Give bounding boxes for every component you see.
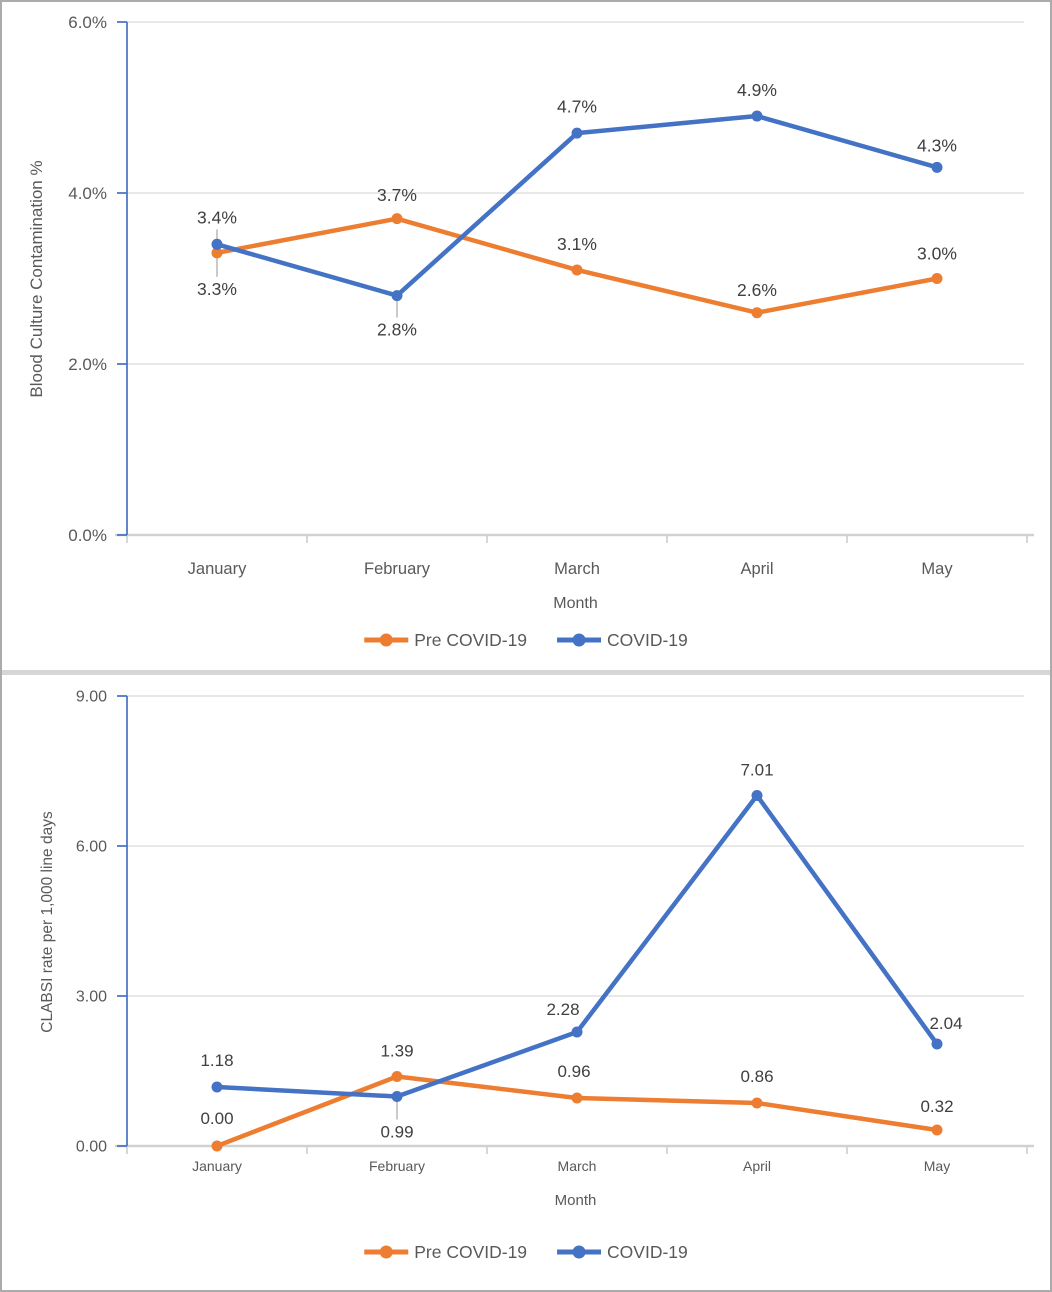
series-line-pre-covid-19 [214, 1074, 940, 1149]
panel-divider [2, 670, 1050, 675]
data-label-pre-covid-19-february: 3.7% [377, 185, 417, 205]
data-point-pre-covid-19-april [751, 1097, 763, 1109]
y-tick-label: 2.0% [68, 355, 107, 374]
legend-label: COVID-19 [607, 630, 688, 650]
x-tick-label: May [924, 1158, 950, 1174]
x-axis-title: Month [555, 1192, 597, 1209]
data-point-pre-covid-19-january [211, 1140, 223, 1152]
y-tick-label: 4.0% [68, 184, 107, 203]
data-point-covid-19-april [751, 790, 763, 801]
data-label-covid-19-march: 2.28 [546, 1000, 579, 1019]
data-point-pre-covid-19-march [571, 1092, 583, 1104]
data-point-covid-19-march [571, 127, 583, 139]
x-tick-label: March [554, 560, 600, 578]
data-label-pre-covid-19-january: 0.00 [200, 1109, 233, 1128]
data-label-covid-19-january: 3.4% [197, 207, 237, 227]
data-point-pre-covid-19-may [931, 273, 943, 284]
x-tick-label: April [740, 560, 773, 578]
data-point-pre-covid-19-may [931, 1124, 943, 1136]
data-label-covid-19-april: 7.01 [740, 760, 773, 779]
data-point-covid-19-january [211, 1081, 223, 1093]
data-point-covid-19-february [391, 290, 403, 302]
x-tick-label: May [921, 560, 953, 578]
data-point-covid-19-february [391, 1091, 403, 1102]
y-tick-label: 6.0% [68, 13, 107, 32]
legend: Pre COVID-19 COVID-19 [364, 1242, 688, 1262]
blood-culture-contamination-chart: 0.0% 2.0% 4.0% 6.0% January February March Apri… [27, 13, 1034, 650]
legend-marker-dot [572, 633, 586, 647]
x-tick-label: February [364, 560, 431, 578]
y-tick-label: 0.00 [76, 1139, 107, 1156]
data-label-covid-19-may: 2.04 [929, 1014, 962, 1033]
data-point-pre-covid-19-january [211, 247, 223, 259]
y-tick-label: 0.0% [68, 526, 107, 545]
data-point-pre-covid-19-april [751, 307, 763, 319]
x-tick-label: April [743, 1158, 771, 1174]
y-axis-title: Blood Culture Contamination % [27, 160, 46, 397]
data-label-covid-19-march: 4.7% [557, 96, 597, 116]
data-label-covid-19-february: 0.99 [380, 1122, 413, 1141]
data-label-pre-covid-19-march: 0.96 [557, 1062, 590, 1081]
y-tick-label: 6.00 [76, 839, 107, 856]
data-label-pre-covid-19-february: 1.39 [380, 1041, 413, 1060]
legend-label: COVID-19 [607, 1242, 688, 1262]
data-point-covid-19-march [571, 1026, 583, 1038]
data-label-pre-covid-19-april: 2.6% [737, 280, 777, 300]
data-label-covid-19-april: 4.9% [737, 80, 777, 100]
data-point-pre-covid-19-february [391, 213, 403, 225]
x-axis-title: Month [553, 595, 597, 612]
clabsi-rate-chart: 0.00 3.00 6.00 9.00 January February March Apri… [39, 689, 1034, 1262]
data-label-covid-19-february: 2.8% [377, 320, 417, 340]
data-point-pre-covid-19-march [571, 264, 583, 276]
legend-marker-dot [572, 1245, 586, 1259]
data-label-pre-covid-19-march: 3.1% [557, 234, 597, 254]
data-label-pre-covid-19-january: 3.3% [197, 279, 237, 299]
data-label-covid-19-may: 4.3% [917, 135, 957, 155]
data-point-pre-covid-19-february [391, 1071, 403, 1082]
y-tick-label: 3.00 [76, 989, 107, 1006]
legend: Pre COVID-19 COVID-19 [364, 630, 688, 650]
legend-item-covid-19: COVID-19 [557, 1242, 688, 1262]
series-line-covid-19 [214, 793, 940, 1099]
y-axis-title: CLABSI rate per 1,000 line days [39, 811, 56, 1033]
data-point-covid-19-may [931, 1038, 943, 1050]
legend-item-pre-covid-19: Pre COVID-19 [364, 630, 527, 650]
legend-item-covid-19: COVID-19 [557, 630, 688, 650]
legend-item-pre-covid-19: Pre COVID-19 [364, 1242, 527, 1262]
data-point-covid-19-april [751, 110, 763, 122]
data-label-pre-covid-19-may: 0.32 [920, 1097, 953, 1116]
x-tick-label: January [188, 560, 247, 578]
data-label-covid-19-january: 1.18 [200, 1051, 233, 1070]
x-tick-label: February [369, 1158, 425, 1174]
legend-marker-dot [379, 1245, 393, 1259]
legend-marker-dot [379, 633, 393, 647]
clabsi-rate-chart-panel: 0.00 3.00 6.00 9.00 January February March Apri… [2, 675, 1050, 1290]
legend-label: Pre COVID-19 [414, 630, 527, 650]
data-point-covid-19-january [211, 238, 223, 250]
data-label-pre-covid-19-april: 0.86 [740, 1067, 773, 1086]
legend-label: Pre COVID-19 [414, 1242, 527, 1262]
data-label-pre-covid-19-may: 3.0% [917, 244, 957, 264]
x-tick-label: March [558, 1158, 597, 1174]
blood-culture-contamination-chart-panel: 0.0% 2.0% 4.0% 6.0% January February March Apri… [2, 2, 1050, 670]
x-tick-label: January [192, 1158, 242, 1174]
data-point-covid-19-may [931, 161, 943, 173]
y-tick-label: 9.00 [76, 689, 107, 706]
